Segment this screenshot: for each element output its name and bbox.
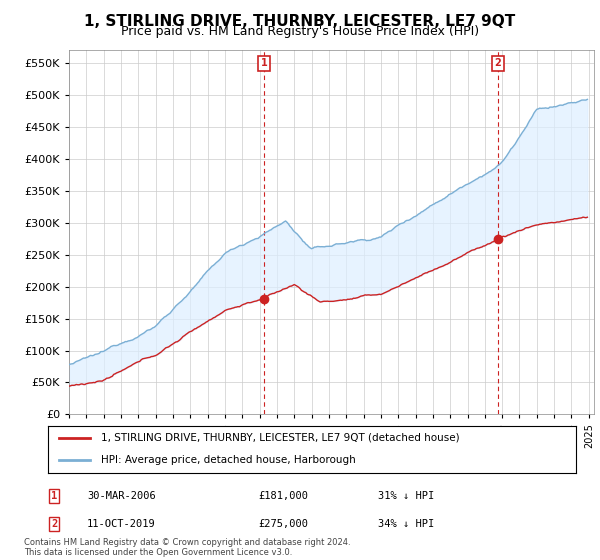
Text: 1: 1 — [51, 491, 57, 501]
Text: 1, STIRLING DRIVE, THURNBY, LEICESTER, LE7 9QT (detached house): 1, STIRLING DRIVE, THURNBY, LEICESTER, L… — [101, 432, 460, 442]
Text: 30-MAR-2006: 30-MAR-2006 — [87, 491, 156, 501]
Text: Contains HM Land Registry data © Crown copyright and database right 2024.
This d: Contains HM Land Registry data © Crown c… — [24, 538, 350, 557]
Text: £275,000: £275,000 — [258, 519, 308, 529]
Text: 1, STIRLING DRIVE, THURNBY, LEICESTER, LE7 9QT: 1, STIRLING DRIVE, THURNBY, LEICESTER, L… — [85, 14, 515, 29]
Text: 2: 2 — [51, 519, 57, 529]
Text: 31% ↓ HPI: 31% ↓ HPI — [378, 491, 434, 501]
Text: HPI: Average price, detached house, Harborough: HPI: Average price, detached house, Harb… — [101, 455, 356, 465]
Text: 1: 1 — [260, 58, 268, 68]
Text: £181,000: £181,000 — [258, 491, 308, 501]
Text: 11-OCT-2019: 11-OCT-2019 — [87, 519, 156, 529]
Text: Price paid vs. HM Land Registry's House Price Index (HPI): Price paid vs. HM Land Registry's House … — [121, 25, 479, 38]
Text: 2: 2 — [494, 58, 501, 68]
Text: 34% ↓ HPI: 34% ↓ HPI — [378, 519, 434, 529]
